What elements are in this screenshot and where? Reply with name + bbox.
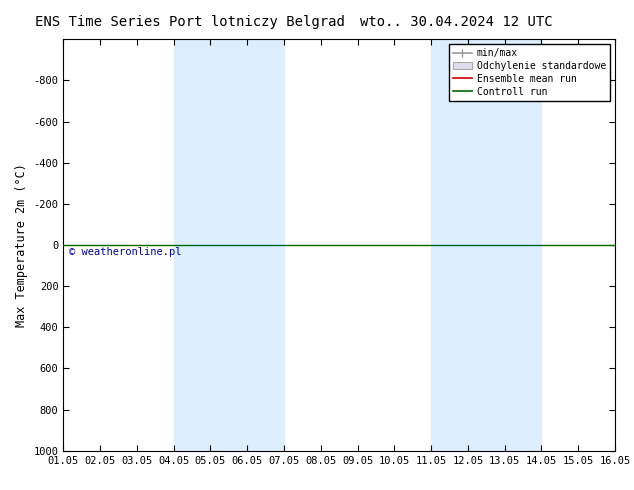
- Bar: [431, 39, 541, 451]
- Text: ENS Time Series Port lotniczy Belgrad: ENS Time Series Port lotniczy Belgrad: [36, 15, 345, 29]
- Text: wto.. 30.04.2024 12 UTC: wto.. 30.04.2024 12 UTC: [360, 15, 553, 29]
- Legend: min/max, Odchylenie standardowe, Ensemble mean run, Controll run: min/max, Odchylenie standardowe, Ensembl…: [449, 44, 610, 100]
- Text: © weatheronline.pl: © weatheronline.pl: [69, 247, 181, 257]
- Bar: [174, 39, 284, 451]
- Y-axis label: Max Temperature 2m (°C): Max Temperature 2m (°C): [15, 163, 28, 327]
